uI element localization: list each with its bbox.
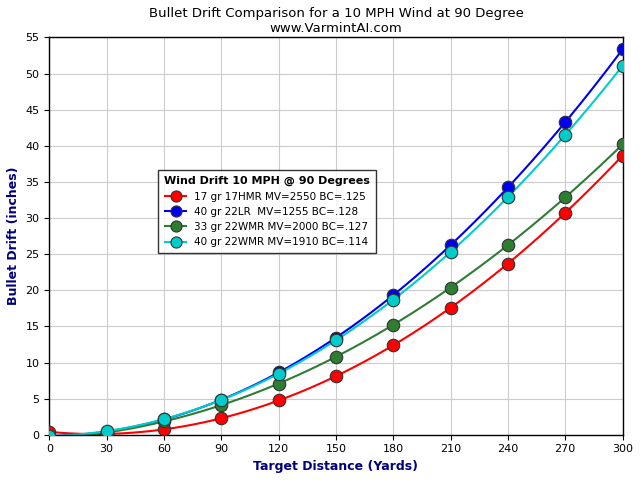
Title: Bullet Drift Comparison for a 10 MPH Wind at 90 Degree
www.VarmintAI.com: Bullet Drift Comparison for a 10 MPH Win… [148, 7, 524, 35]
Legend: 17 gr 17HMR MV=2550 BC=.125, 40 gr 22LR  MV=1255 BC=.128, 33 gr 22WMR MV=2000 BC: 17 gr 17HMR MV=2550 BC=.125, 40 gr 22LR … [157, 170, 376, 253]
Y-axis label: Bullet Drift (inches): Bullet Drift (inches) [7, 167, 20, 305]
X-axis label: Target Distance (Yards): Target Distance (Yards) [253, 460, 419, 473]
